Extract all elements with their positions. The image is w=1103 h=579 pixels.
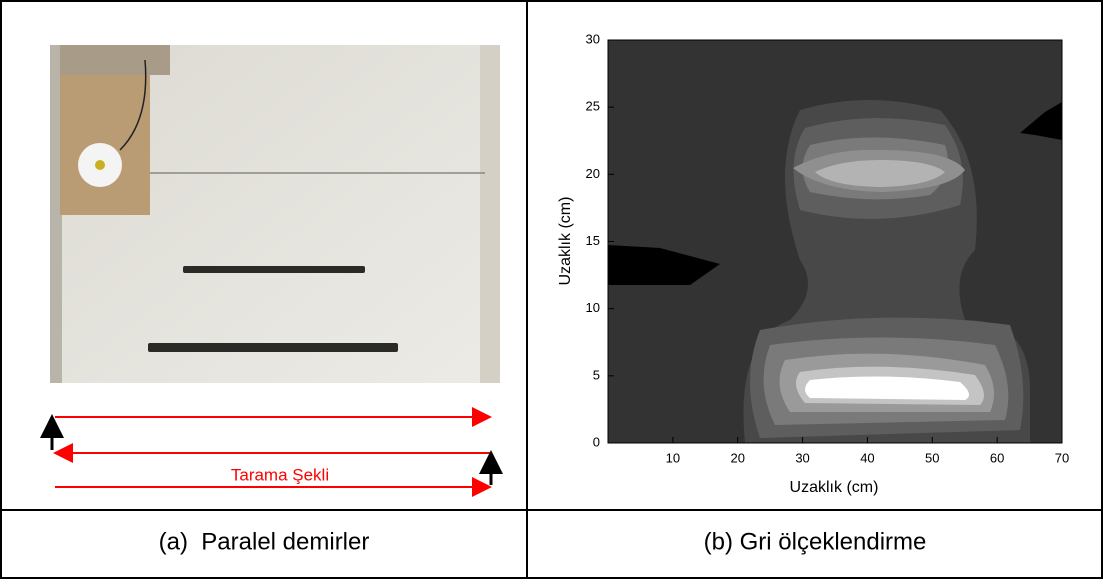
- figure: Tarama Şekli Uzaklık (cm) Uzaklık (cm) (…: [0, 0, 1103, 579]
- y-tick-label: 15: [586, 233, 600, 248]
- x-tick-label: 70: [1055, 450, 1069, 465]
- photo: [50, 45, 500, 383]
- y-tick-label: 5: [593, 367, 600, 382]
- x-tick-label: 10: [666, 450, 680, 465]
- x-tick-label: 50: [925, 450, 939, 465]
- contour-plot: [608, 40, 1062, 443]
- x-tick-label: 30: [795, 450, 809, 465]
- y-tick-label: 10: [586, 300, 600, 315]
- y-tick-label: 25: [586, 99, 600, 114]
- y-tick-label: 0: [593, 434, 600, 449]
- x-tick-label: 60: [990, 450, 1004, 465]
- caption: (b) Gri ölçeklendirme: [704, 528, 927, 555]
- x-axis-label: Uzaklık (cm): [790, 479, 879, 496]
- y-tick-label: 20: [586, 166, 600, 181]
- caption: (a) Paralel demirler: [159, 528, 370, 555]
- x-tick-label: 20: [730, 450, 744, 465]
- x-tick-label: 40: [860, 450, 874, 465]
- y-axis-label: Uzaklık (cm): [557, 197, 574, 286]
- y-tick-label: 30: [586, 31, 600, 46]
- scan-label: Tarama Şekli: [231, 465, 329, 484]
